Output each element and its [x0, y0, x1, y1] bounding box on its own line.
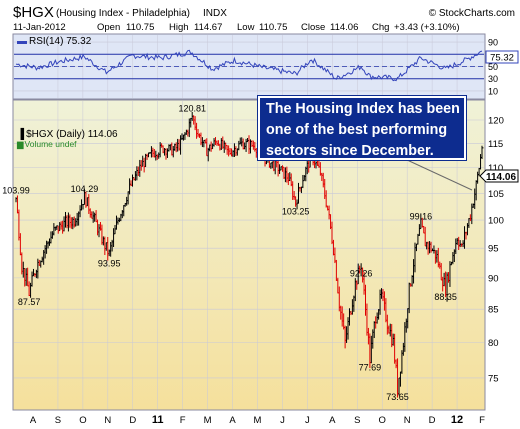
price-tick-label: 115	[488, 139, 503, 150]
rsi-axis: 9070503010	[488, 38, 498, 97]
chg-label: Chg	[372, 22, 389, 33]
index-name: (Housing Index - Philadelphia)	[56, 8, 190, 19]
x-tick-label: A	[229, 415, 236, 426]
annotation-line-1: The Housing Index has been	[266, 101, 460, 117]
price-series	[15, 111, 484, 398]
rsi-label: ▬ RSI(14) 75.32	[17, 36, 92, 47]
x-tick-label: O	[79, 415, 86, 426]
price-point-label: 92.26	[350, 268, 373, 278]
price-tick-label: 80	[488, 338, 499, 349]
x-tick-label: S	[55, 415, 61, 426]
annotation-callout: The Housing Index has been one of the be…	[258, 96, 466, 160]
x-tick-label: 11	[152, 414, 164, 426]
price-tick-label: 75	[488, 373, 499, 384]
price-point-label: 104.29	[71, 184, 99, 194]
low-label: Low	[237, 22, 255, 33]
x-tick-label: M	[254, 415, 262, 426]
price-point-label: 73.65	[386, 392, 409, 402]
x-tick-label: A	[329, 415, 336, 426]
price-tick-label: 110	[488, 163, 503, 174]
close-value: 114.06	[330, 22, 358, 33]
price-point-label: 93.95	[98, 258, 121, 268]
rsi-current-badge: 75.32	[485, 50, 519, 64]
quote-date: 11-Jan-2012	[13, 22, 66, 33]
rsi-tick-label: 10	[488, 86, 498, 96]
low-value: 110.75	[259, 22, 287, 33]
price-axis: 120 115 110 105 100 95 90 85 80 75	[488, 115, 504, 384]
x-tick-label: O	[379, 415, 386, 426]
price-tick-label: 90	[488, 273, 499, 284]
rsi-badge-text: 75.32	[490, 53, 514, 64]
price-point-label: 103.25	[282, 206, 310, 216]
x-tick-label: N	[104, 415, 111, 426]
x-tick-label: N	[404, 415, 411, 426]
last-price-text: 114.06	[486, 172, 516, 183]
stockcharts-watermark: © StockCharts.com	[429, 8, 515, 19]
x-tick-label: J	[305, 415, 310, 426]
open-value: 110.75	[126, 22, 154, 33]
x-tick-label: D	[129, 415, 136, 426]
rsi-tick-label: 50	[488, 62, 498, 72]
price-point-label: 99.16	[410, 212, 433, 222]
x-axis: A S O N D 11 F M A M J J A S O N D 12 F	[30, 414, 485, 426]
exchange-code: INDX	[203, 8, 227, 19]
last-price-badge: 114.06	[479, 169, 519, 183]
price-tick-label: 85	[488, 305, 499, 316]
rsi-tick-label: 90	[488, 38, 498, 48]
rsi-line	[15, 49, 483, 82]
x-tick-label: 12	[451, 414, 463, 426]
x-tick-label: A	[30, 415, 37, 426]
close-label: Close	[301, 22, 325, 33]
price-point-label: 88.35	[434, 292, 457, 302]
high-label: High	[169, 22, 189, 33]
price-point-label: 120.81	[178, 103, 206, 113]
price-legend: ▐ $HGX (Daily) 114.06	[17, 127, 118, 141]
rsi-tick-label: 30	[488, 74, 498, 84]
price-tick-label: 100	[488, 216, 504, 227]
x-tick-label: J	[280, 415, 285, 426]
chg-value: +3.43 (+3.10%)	[394, 22, 460, 33]
high-value: 114.67	[194, 22, 222, 33]
price-point-label: 77.69	[359, 363, 382, 373]
annotation-line-2: one of the best performing	[266, 122, 448, 138]
price-point-label: 103.99	[2, 186, 30, 196]
symbol: $HGX	[13, 4, 54, 21]
volume-note: ▆Volume undef	[16, 139, 77, 150]
price-tick-label: 95	[488, 244, 499, 255]
price-gridlines	[14, 101, 484, 409]
x-tick-label: M	[204, 415, 212, 426]
annotation-line-3: sectors since December.	[266, 143, 434, 159]
price-point-label: 87.57	[18, 297, 41, 307]
open-label: Open	[97, 22, 120, 33]
x-tick-label: D	[429, 415, 436, 426]
price-tick-label: 105	[488, 189, 504, 200]
rsi-reference-lines	[14, 53, 484, 80]
x-tick-label: S	[354, 415, 360, 426]
price-tick-label: 120	[488, 115, 504, 126]
x-tick-label: F	[479, 415, 485, 426]
x-tick-label: F	[180, 415, 186, 426]
